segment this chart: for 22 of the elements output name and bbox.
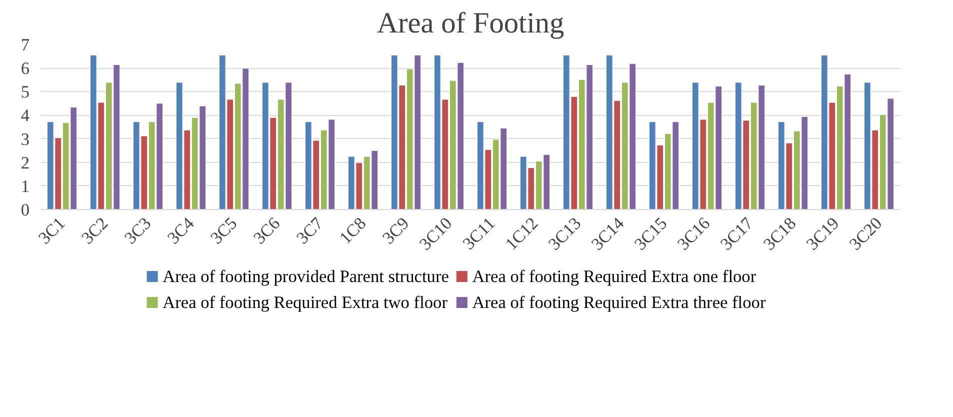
x-tick-label: 3C4	[164, 214, 198, 248]
y-tick-label: 5	[20, 82, 30, 102]
x-tick-label: 3C9	[378, 214, 413, 248]
chart-title: Area of Footing	[376, 8, 565, 40]
y-tick-label: 6	[20, 59, 30, 78]
y-tick-label: 7	[20, 36, 30, 54]
x-tick-label: 3C2	[78, 214, 112, 248]
x-tick-label: 1C8	[336, 214, 370, 248]
y-tick-label: 4	[20, 106, 30, 126]
legend-label: Area of footing provided Parent structure	[162, 267, 450, 286]
x-tick-label: 3C5	[206, 214, 241, 248]
y-tick-label: 0	[20, 200, 30, 220]
x-tick-label: 3C1	[34, 214, 69, 248]
y-tick-label: 1	[20, 176, 30, 196]
legend-label: Area of footing Required Extra three floor	[472, 293, 766, 312]
x-tick-label: 3C7	[292, 214, 327, 248]
x-tick-label: 3C6	[250, 214, 284, 248]
legend-label: Area of footing Required Extra one floor	[472, 267, 756, 286]
x-tick-label: 3C3	[120, 214, 155, 248]
y-tick-label: 3	[20, 130, 30, 149]
y-tick-label: 2	[20, 153, 30, 172]
legend-label: Area of footing Required Extra two floor	[162, 293, 448, 312]
